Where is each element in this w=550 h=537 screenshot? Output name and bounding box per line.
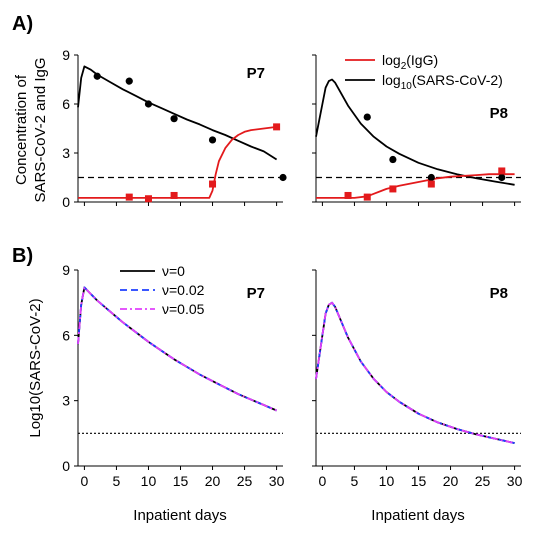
legend-a: log2(IgG)log10(SARS-CoV-2): [345, 52, 503, 92]
virus-data-point: [208, 136, 217, 144]
y-tick-label: 9: [62, 262, 70, 278]
virus-data-point: [144, 100, 153, 108]
series-line: [77, 65, 278, 161]
igg-data-point: [170, 191, 178, 199]
panel-a-p7: 0 3 6 9 P7: [62, 47, 287, 210]
x-tick-label: 5: [113, 473, 121, 489]
x-axis-label-left: Inpatient days: [133, 507, 226, 524]
legends: log2(IgG)log10(SARS-CoV-2) ν=0 ν=0.02 ν=0.0…: [120, 52, 503, 317]
series-line: [315, 301, 515, 444]
virus-data-point: [125, 77, 133, 85]
panel-title: P8: [490, 285, 508, 302]
y-tick-label: 0: [62, 458, 70, 474]
panel-b-letter: B): [12, 245, 33, 267]
virus-data-point: [363, 113, 371, 121]
legend-entry: ν=0.05: [162, 301, 205, 317]
x-tick-label: 25: [475, 473, 491, 489]
panel-a-p8: P8: [312, 54, 521, 206]
panel-b-p8: 0 5 10 15 20 25 30 P8: [312, 269, 523, 489]
x-tick-label: 0: [81, 473, 89, 489]
y-tick-label: 9: [62, 47, 70, 63]
y-tick-label: 0: [62, 194, 70, 210]
panel-title: P8: [490, 105, 508, 122]
panel-a-letter: A): [12, 13, 33, 35]
igg-data-point: [427, 180, 435, 188]
virus-data-point: [389, 155, 397, 164]
series-line: [315, 78, 515, 186]
panel-b-p7: 0 3 6 9 0 5 10 15 20 25 30 P7: [62, 262, 284, 489]
x-tick-label: 10: [141, 473, 157, 489]
series-line: [77, 286, 277, 412]
igg-data-point: [273, 123, 281, 131]
y-tick-label: 3: [62, 393, 70, 409]
igg-data-point: [498, 167, 506, 175]
series-line: [78, 126, 277, 199]
x-axis-label-right: Inpatient days: [371, 507, 464, 524]
y-axis-label-a-line2: SARS-CoV-2 and IgG: [32, 57, 49, 202]
virus-data-point: [498, 173, 506, 182]
virus-data-point: [170, 115, 178, 123]
y-tick-label: 6: [62, 96, 70, 112]
legend-entry: ν=0.02: [162, 282, 205, 298]
igg-data-point: [389, 185, 397, 193]
igg-data-point: [209, 180, 217, 188]
x-tick-label: 20: [205, 473, 221, 489]
virus-data-point: [427, 173, 435, 182]
series-line: [315, 301, 515, 444]
x-tick-label: 0: [319, 473, 327, 489]
x-tick-label: 5: [351, 473, 359, 489]
legend-entry: log2(IgG): [382, 52, 438, 72]
x-tick-label: 20: [443, 473, 459, 489]
legend-entry: log10(SARS-CoV-2): [382, 72, 503, 92]
panel-title: P7: [247, 65, 265, 82]
series-line: [315, 301, 515, 444]
virus-data-point: [279, 173, 287, 182]
legend-b: ν=0 ν=0.02 ν=0.05: [120, 263, 205, 317]
x-tick-label: 15: [173, 473, 189, 489]
y-axis-label-a-line1: Concentration of: [13, 74, 30, 185]
x-tick-label: 15: [411, 473, 427, 489]
y-axis-label-b: Log10(SARS-CoV-2): [27, 298, 44, 437]
igg-data-point: [144, 195, 152, 203]
virus-data-point: [93, 72, 101, 80]
y-tick-label: 3: [62, 145, 70, 161]
x-tick-label: 30: [269, 473, 285, 489]
igg-data-point: [125, 193, 133, 201]
legend-entry: ν=0: [162, 263, 185, 279]
y-tick-label: 6: [62, 327, 70, 343]
igg-data-point: [344, 191, 352, 199]
x-tick-label: 25: [237, 473, 253, 489]
igg-data-point: [363, 193, 371, 201]
plot-area: 0 3 6 9 P7 P8 0 3 6 9 0 5 10 15 20 25 30 P7 0 5 10 15 20 25 30 P8: [62, 47, 522, 489]
x-tick-label: 30: [507, 473, 523, 489]
panel-title: P7: [247, 285, 265, 302]
x-tick-label: 10: [379, 473, 395, 489]
